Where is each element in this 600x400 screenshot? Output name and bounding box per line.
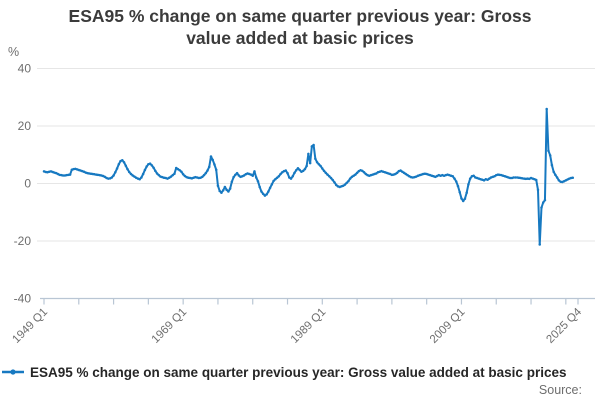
svg-text:2025 Q4: 2025 Q4 <box>544 306 584 346</box>
y-axis-unit-label: % <box>8 45 20 59</box>
data-series-line <box>42 107 575 246</box>
legend-series-label: ESA95 % change on same quarter previous … <box>30 364 567 380</box>
svg-text:0: 0 <box>24 177 31 191</box>
svg-text:40: 40 <box>18 62 32 76</box>
legend-line-marker-icon <box>2 369 24 375</box>
svg-text:1949 Q1: 1949 Q1 <box>10 306 50 346</box>
svg-text:1969 Q1: 1969 Q1 <box>150 306 190 346</box>
svg-text:-20: -20 <box>14 234 32 248</box>
y-axis-tick-labels: 40 20 0 -20 -40 <box>14 62 32 306</box>
svg-text:1989 Q1: 1989 Q1 <box>289 306 329 346</box>
source-label: Source: <box>538 383 582 397</box>
x-axis <box>40 297 595 305</box>
chart-title-line2: value added at basic prices <box>186 28 414 48</box>
chart-title-line1: ESA95 % change on same quarter previous … <box>68 6 532 26</box>
legend: ESA95 % change on same quarter previous … <box>2 362 600 382</box>
gridlines <box>37 68 595 242</box>
svg-text:-40: -40 <box>14 292 32 306</box>
chart-title: ESA95 % change on same quarter previous … <box>0 5 600 49</box>
svg-text:2009 Q1: 2009 Q1 <box>428 306 468 346</box>
x-axis-tick-labels: 1949 Q1 1969 Q1 1989 Q1 2009 Q1 2025 Q4 <box>10 306 584 346</box>
svg-text:20: 20 <box>18 119 32 133</box>
